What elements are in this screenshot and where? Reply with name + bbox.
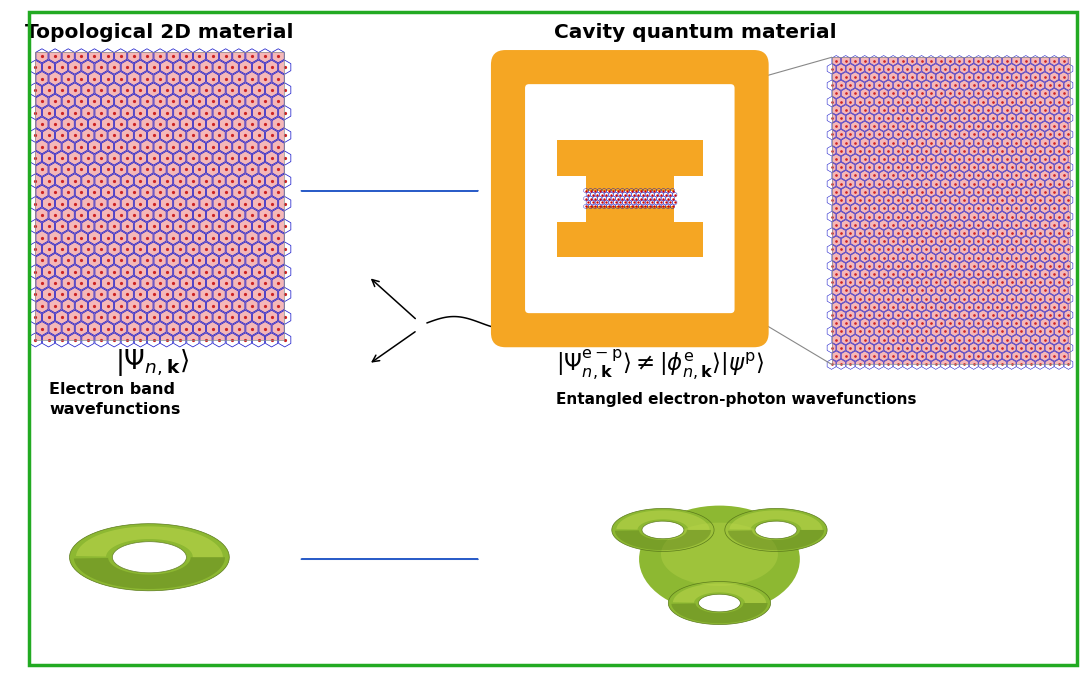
Polygon shape — [669, 582, 771, 624]
Polygon shape — [73, 558, 225, 589]
Bar — [832, 57, 1070, 364]
Bar — [586, 207, 674, 257]
Ellipse shape — [112, 541, 187, 573]
Polygon shape — [673, 583, 766, 603]
Bar — [36, 53, 284, 340]
Ellipse shape — [755, 521, 797, 539]
Polygon shape — [76, 526, 222, 558]
Text: Electron band
wavefunctions: Electron band wavefunctions — [49, 382, 180, 417]
Bar — [556, 221, 586, 257]
Polygon shape — [611, 508, 714, 551]
Bar — [586, 191, 674, 207]
Ellipse shape — [699, 594, 741, 612]
Polygon shape — [69, 524, 229, 591]
Text: Entangled electron-photon wavefunctions: Entangled electron-photon wavefunctions — [556, 392, 916, 406]
FancyBboxPatch shape — [491, 50, 769, 347]
Ellipse shape — [667, 518, 771, 542]
FancyBboxPatch shape — [525, 84, 734, 313]
Ellipse shape — [659, 536, 724, 597]
Text: Cavity quantum material: Cavity quantum material — [554, 23, 836, 43]
Ellipse shape — [661, 522, 778, 586]
Text: $|\Psi_{n,\mathbf{k}}\rangle$: $|\Psi_{n,\mathbf{k}}\rangle$ — [116, 347, 189, 378]
Polygon shape — [725, 508, 827, 551]
Text: Topological 2D material: Topological 2D material — [25, 23, 294, 43]
Bar — [556, 140, 586, 176]
Polygon shape — [617, 510, 710, 530]
Polygon shape — [672, 603, 768, 623]
Polygon shape — [729, 510, 823, 530]
Bar — [674, 140, 703, 176]
Ellipse shape — [642, 521, 684, 539]
Bar — [674, 221, 703, 257]
Ellipse shape — [639, 506, 800, 613]
Polygon shape — [728, 530, 824, 550]
Bar — [36, 53, 284, 340]
Polygon shape — [615, 530, 711, 550]
Bar — [832, 57, 1070, 364]
Ellipse shape — [716, 536, 780, 597]
Text: $|\Psi^{\rm e-p}_{n,\mathbf{k}}\rangle \neq |\phi^{\rm e}_{n,\mathbf{k}}\rangle|: $|\Psi^{\rm e-p}_{n,\mathbf{k}}\rangle \… — [556, 347, 764, 381]
Bar — [586, 140, 674, 191]
